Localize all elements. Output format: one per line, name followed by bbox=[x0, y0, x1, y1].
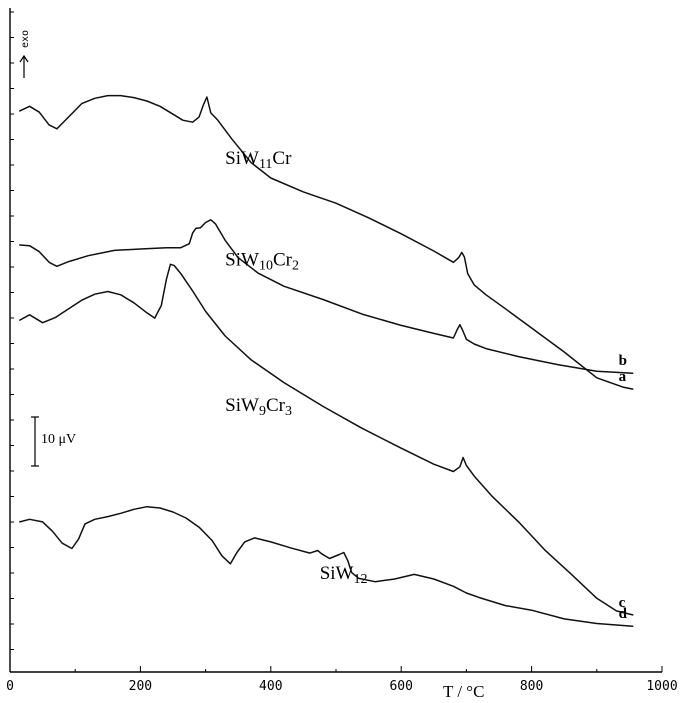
x-tick-labels: 0 200 400 600 800 1000 bbox=[6, 679, 678, 694]
y-axis-ticks bbox=[10, 11, 14, 650]
curve-label-a: SiW11Cr bbox=[225, 148, 292, 172]
exo-indicator: exo bbox=[19, 30, 31, 78]
x-tick-label: 0 bbox=[6, 679, 14, 694]
x-tick-label: 600 bbox=[389, 679, 412, 694]
curve-label-b: SiW10Cr2 bbox=[225, 250, 299, 274]
x-tick-label: 1000 bbox=[646, 679, 677, 694]
x-tick-label: 200 bbox=[129, 679, 152, 694]
scale-bar-label: 10 μV bbox=[41, 432, 76, 447]
x-axis-label: T / °C bbox=[443, 682, 484, 701]
exo-arrow-icon bbox=[19, 54, 29, 78]
x-tick-label: 800 bbox=[520, 679, 543, 694]
curve-a bbox=[19, 94, 634, 390]
curve-letter-b: b bbox=[619, 353, 627, 369]
curve-label-d: SiW12 bbox=[320, 563, 368, 587]
curve-letter-d: d bbox=[619, 606, 628, 622]
curve-b bbox=[19, 219, 634, 374]
x-axis-ticks bbox=[9, 666, 663, 672]
curve-labels: SiW11Cr a SiW10Cr2 b SiW9Cr3 c SiW12 d bbox=[225, 148, 627, 622]
dta-curves bbox=[19, 94, 634, 627]
curve-label-c: SiW9Cr3 bbox=[225, 395, 292, 419]
curve-letter-a: a bbox=[619, 369, 627, 385]
curve-letter-c: c bbox=[619, 595, 626, 611]
scale-bar: 10 μV bbox=[31, 416, 76, 467]
exo-label: exo bbox=[20, 30, 31, 48]
curve-c bbox=[19, 263, 634, 616]
curve-d bbox=[19, 505, 634, 627]
x-tick-label: 400 bbox=[259, 679, 282, 694]
